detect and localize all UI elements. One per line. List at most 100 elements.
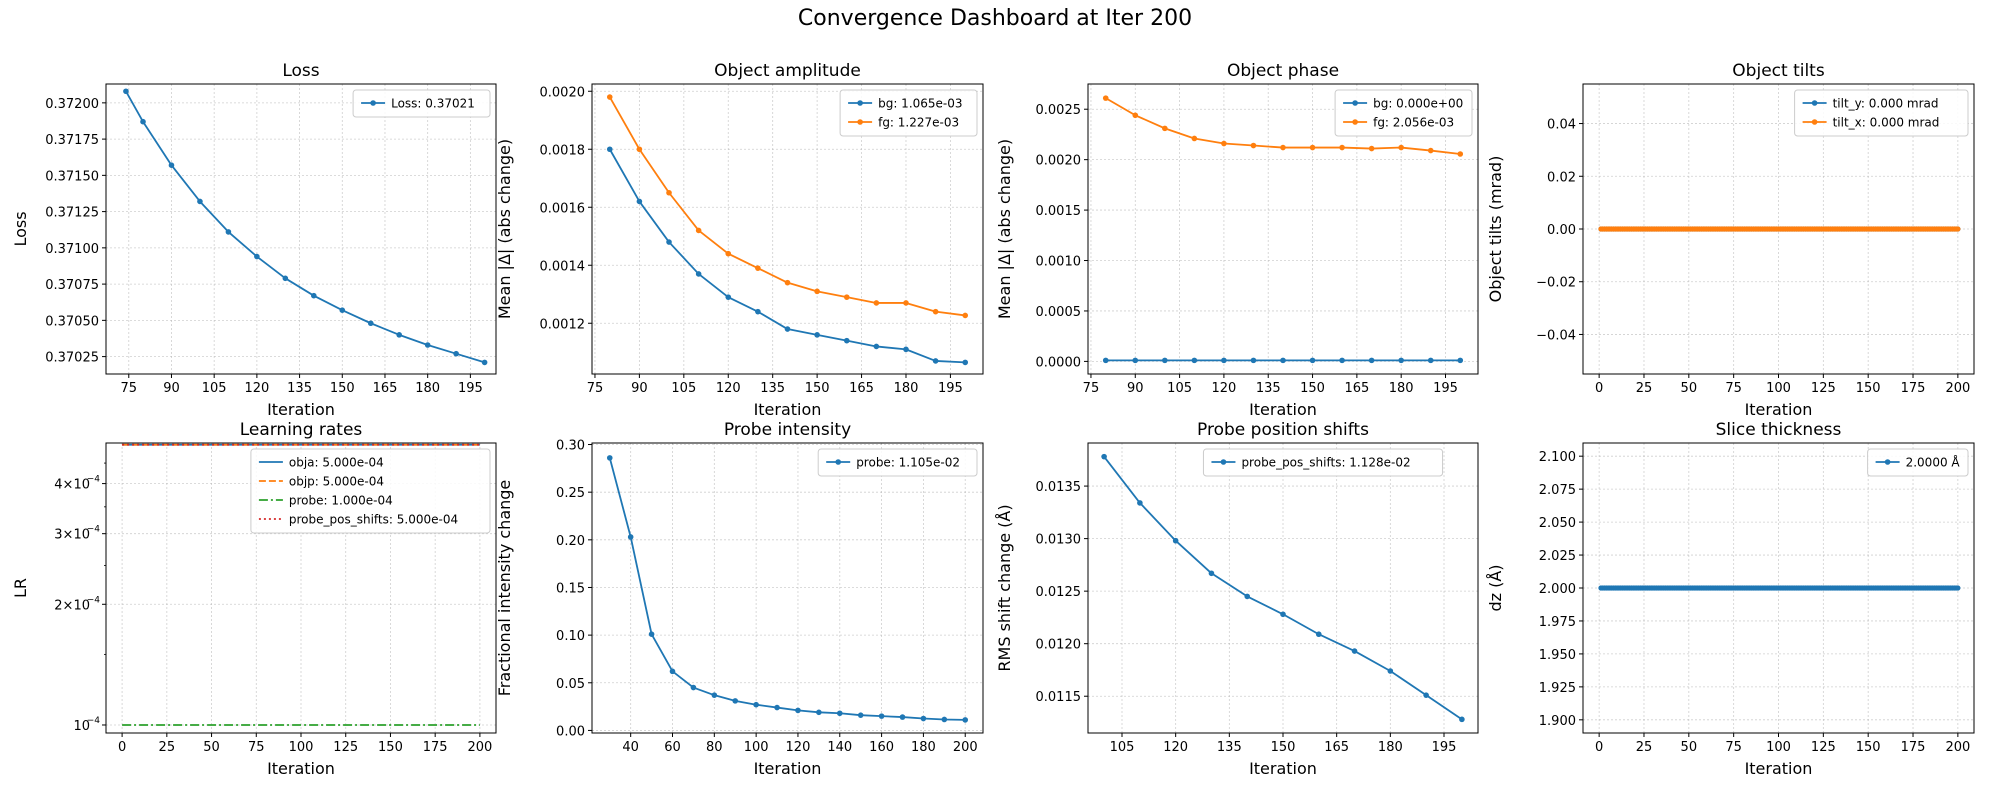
data-point: [1309, 144, 1316, 151]
data-point: [1368, 357, 1375, 364]
subplot-title: Learning rates: [240, 420, 363, 440]
x-tick-label: 135: [760, 381, 785, 396]
x-tick-label: 125: [1811, 740, 1836, 755]
y-tick-label: 0.02: [1547, 170, 1576, 185]
data-point: [636, 198, 643, 205]
y-axis-label: Fractional intensity change: [495, 480, 514, 697]
x-tick-label: 50: [1681, 381, 1698, 396]
legend-marker: [1220, 459, 1227, 465]
y-tick-label: 0.37150: [45, 169, 99, 184]
x-tick-label: 90: [163, 381, 180, 396]
legend-entry: obja: 5.000e-04: [289, 456, 384, 470]
y-tick-label: 10: [73, 719, 90, 734]
data-point: [1250, 357, 1257, 364]
data-point: [932, 358, 939, 364]
data-point: [899, 714, 906, 720]
x-tick-label: 90: [631, 381, 648, 396]
subplot-2: 75 90 105 120 135 150 165 180 195 0.0012 0.0014 0.0…: [495, 61, 984, 419]
legend: bg: 1.065e-03 fg: 1.227e-03: [839, 89, 978, 137]
y-tick-label: 0.0115: [1036, 690, 1082, 705]
data-point: [197, 198, 203, 205]
legend-marker: [370, 100, 376, 106]
data-point: [1191, 357, 1198, 364]
legend: tilt_y: 0.000 mrad tilt_x: 0.000 mrad: [1794, 89, 1969, 137]
y-tick-label: 0.0020: [1036, 154, 1082, 169]
data-point: [784, 326, 791, 332]
data-point: [784, 279, 791, 286]
data-point: [962, 359, 969, 366]
data-point: [1137, 500, 1143, 506]
series-line-1: [125, 90, 485, 364]
data-point: [1427, 357, 1434, 364]
data-point: [962, 717, 969, 723]
legend-box: [1867, 448, 1969, 477]
subplot-7: 105 120 135 150 165 180 195 0.0115 0.0120 0.0125 0…: [995, 420, 1479, 778]
y-tick-label: 2.000: [1539, 582, 1576, 597]
x-tick-label: 150: [1856, 740, 1881, 755]
plot-area: [122, 443, 480, 726]
data-point: [843, 294, 850, 300]
y-tick-label: 0.0130: [1036, 533, 1082, 548]
data-point: [606, 146, 613, 153]
x-axis-label: Iteration: [1249, 400, 1317, 419]
data-point: [873, 343, 880, 350]
data-point: [1162, 125, 1168, 132]
x-tick-label: 135: [287, 381, 312, 396]
y-tick-exponent: −4: [87, 595, 101, 605]
data-point: [1398, 144, 1404, 151]
y-tick-label: 0.0010: [1036, 255, 1082, 270]
x-tick-label: 75: [121, 381, 138, 396]
data-point: [424, 342, 431, 348]
x-tick-label: 135: [1217, 740, 1242, 755]
data-point: [367, 320, 374, 327]
y-tick-label: 2×10: [54, 598, 90, 613]
data-point: [1221, 357, 1227, 364]
y-tick-label: 1.925: [1539, 681, 1576, 696]
legend-entry: 2.0000 Å: [1906, 455, 1961, 470]
data-point: [311, 292, 317, 299]
x-tick-label: 150: [330, 381, 355, 396]
plot-area: [1101, 453, 1465, 723]
x-tick-label: 150: [1271, 740, 1296, 755]
legend-marker: [1884, 459, 1891, 465]
y-tick-label: 0.0120: [1036, 638, 1082, 653]
legend-entry: Loss: 0.37021: [391, 97, 475, 111]
x-axis-label: Iteration: [1745, 759, 1813, 778]
data-point: [1955, 226, 1961, 232]
data-point: [481, 359, 488, 366]
y-tick-label: 0.37100: [45, 242, 99, 257]
legend-entry: bg: 0.000e+00: [1373, 97, 1463, 111]
data-point: [1315, 631, 1322, 638]
data-point: [606, 94, 613, 100]
y-tick-label: 0.37025: [45, 351, 99, 366]
x-tick-label: 80: [706, 740, 723, 755]
legend-entry: fg: 1.227e-03: [878, 116, 959, 130]
x-tick-label: 150: [1856, 381, 1881, 396]
x-tick-label: 105: [1110, 740, 1135, 755]
x-tick-label: 125: [1811, 381, 1836, 396]
y-tick-label: 0.0018: [540, 143, 586, 158]
data-point: [690, 684, 697, 691]
legend-marker: [1811, 100, 1818, 106]
legend-entry: probe_pos_shifts: 5.000e-04: [289, 513, 458, 527]
data-point: [755, 265, 761, 271]
legend: obja: 5.000e-04 objp: 5.000e-04 probe: 1.0…: [250, 448, 491, 534]
y-tick-label: 0.0005: [1036, 305, 1082, 320]
series-line-1: [608, 457, 966, 721]
data-point: [725, 294, 732, 300]
data-point: [932, 308, 939, 315]
y-tick-label: 0.37125: [45, 206, 99, 221]
plot-area: [123, 88, 488, 366]
x-tick-label: 165: [849, 381, 874, 396]
y-tick-label: 1.950: [1539, 648, 1576, 663]
y-axis-label: Object tilts (mrad): [1486, 156, 1505, 303]
data-point: [1339, 357, 1345, 364]
data-point: [1457, 357, 1464, 364]
y-tick-label: 0.37175: [45, 133, 99, 148]
x-tick-label: 140: [827, 740, 852, 755]
data-point: [1459, 716, 1465, 723]
x-tick-label: 200: [1945, 740, 1970, 755]
x-tick-label: 0: [1595, 381, 1603, 396]
data-point: [1132, 357, 1139, 364]
